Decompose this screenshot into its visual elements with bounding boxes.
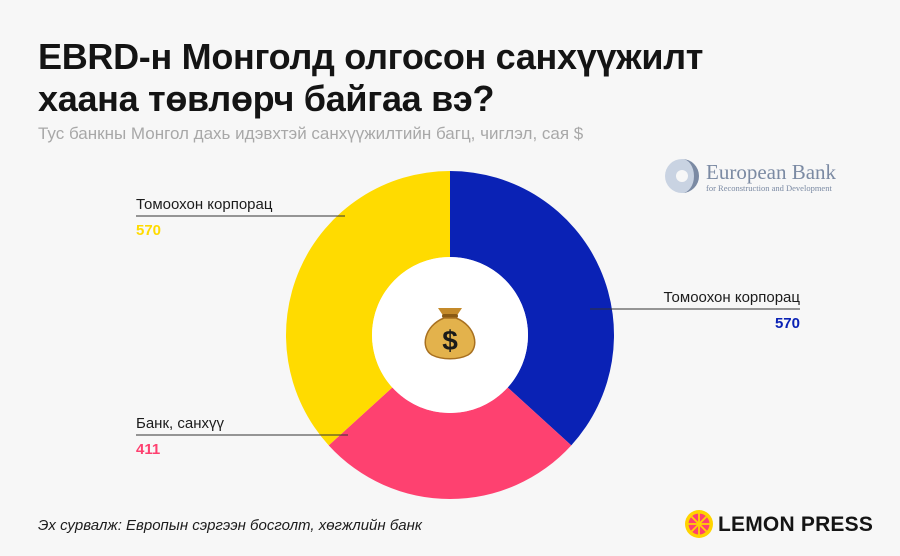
- donut-slice-0: [450, 171, 614, 446]
- chart-subtitle: Тус банкны Монгол дахь идэвхтэй санхүүжи…: [38, 124, 584, 143]
- chart-title: EBRD-н Монголд олгосон санхүүжилт хаана …: [38, 36, 704, 119]
- ebrd-emblem-icon: [665, 159, 699, 193]
- money-bag-icon: $: [424, 308, 476, 360]
- publisher-name: LEMON PRESS: [718, 513, 874, 536]
- donut-slice-2: [286, 171, 450, 446]
- donut-slice-1: [328, 387, 572, 499]
- donut-slices: [286, 171, 614, 499]
- lemon-press-logo: LEMON PRESS: [684, 509, 874, 543]
- slice-value-2: 570: [136, 222, 161, 239]
- svg-text:$: $: [442, 325, 458, 356]
- slice-label-2: Томоохон корпорац: [136, 196, 273, 213]
- ebrd-logo-name: European Bank: [706, 160, 837, 184]
- slice-value-0: 570: [775, 315, 800, 332]
- slice-labels: Томоохон корпорац 570 Банк, санхүү 411 Т…: [136, 196, 800, 458]
- lemon-slice-icon: [685, 510, 713, 538]
- ebrd-logo-tagline: for Reconstruction and Development: [706, 183, 832, 193]
- slice-label-1: Банк, санхүү: [136, 415, 224, 432]
- slice-value-1: 411: [136, 441, 160, 458]
- slice-label-0: Томоохон корпорац: [664, 289, 801, 306]
- ebrd-logo: European Bank for Reconstruction and Dev…: [662, 156, 862, 196]
- source-note: Эх сурвалж: Европын сэргээн босголт, хөг…: [38, 517, 422, 534]
